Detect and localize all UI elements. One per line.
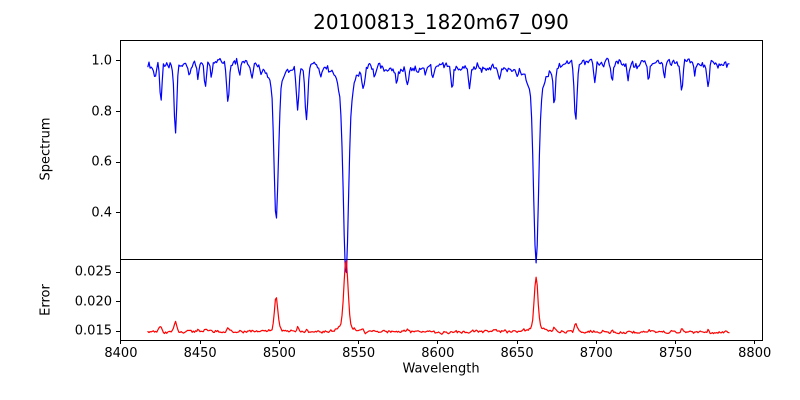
y-tick-mark	[116, 212, 120, 214]
x-tick-label: 8450	[183, 346, 217, 361]
x-tick-label: 8550	[342, 346, 376, 361]
x-tick-mark	[278, 340, 280, 344]
y-tick-mark	[116, 330, 120, 332]
x-tick-mark	[437, 340, 439, 344]
y-axis-label-spectrum: Spectrum	[38, 117, 54, 181]
y-tick-mark	[116, 111, 120, 113]
y-tick-label: 0.025	[74, 264, 112, 280]
x-tick-label: 8600	[421, 346, 455, 361]
x-tick-mark	[674, 340, 676, 344]
x-tick-label: 8650	[500, 346, 534, 361]
spectrum-panel	[120, 40, 763, 260]
y-tick-label: 0.4	[91, 205, 112, 221]
y-tick-label: 0.015	[74, 323, 112, 339]
x-tick-label: 8800	[738, 346, 772, 361]
y-tick-label: 0.6	[91, 154, 112, 170]
y-tick-mark	[116, 60, 120, 62]
y-tick-label: 0.8	[91, 104, 112, 120]
y-tick-mark	[116, 271, 120, 273]
x-tick-mark	[595, 340, 597, 344]
error-panel	[120, 259, 763, 341]
x-tick-mark	[199, 340, 201, 344]
y-tick-mark	[116, 301, 120, 303]
x-tick-mark	[754, 340, 756, 344]
x-tick-mark	[516, 340, 518, 344]
x-tick-label: 8500	[262, 346, 296, 361]
x-tick-mark	[120, 340, 122, 344]
y-tick-mark	[116, 161, 120, 163]
y-tick-label: 0.020	[74, 294, 112, 310]
x-tick-label: 8750	[658, 346, 693, 361]
x-tick-label: 8700	[579, 346, 613, 361]
x-axis-label: Wavelength	[402, 361, 480, 377]
x-tick-label: 8400	[104, 346, 138, 361]
x-tick-mark	[358, 340, 360, 344]
y-tick-label: 1.0	[91, 53, 112, 69]
chart-title: 20100813_1820m67_090	[313, 10, 569, 34]
